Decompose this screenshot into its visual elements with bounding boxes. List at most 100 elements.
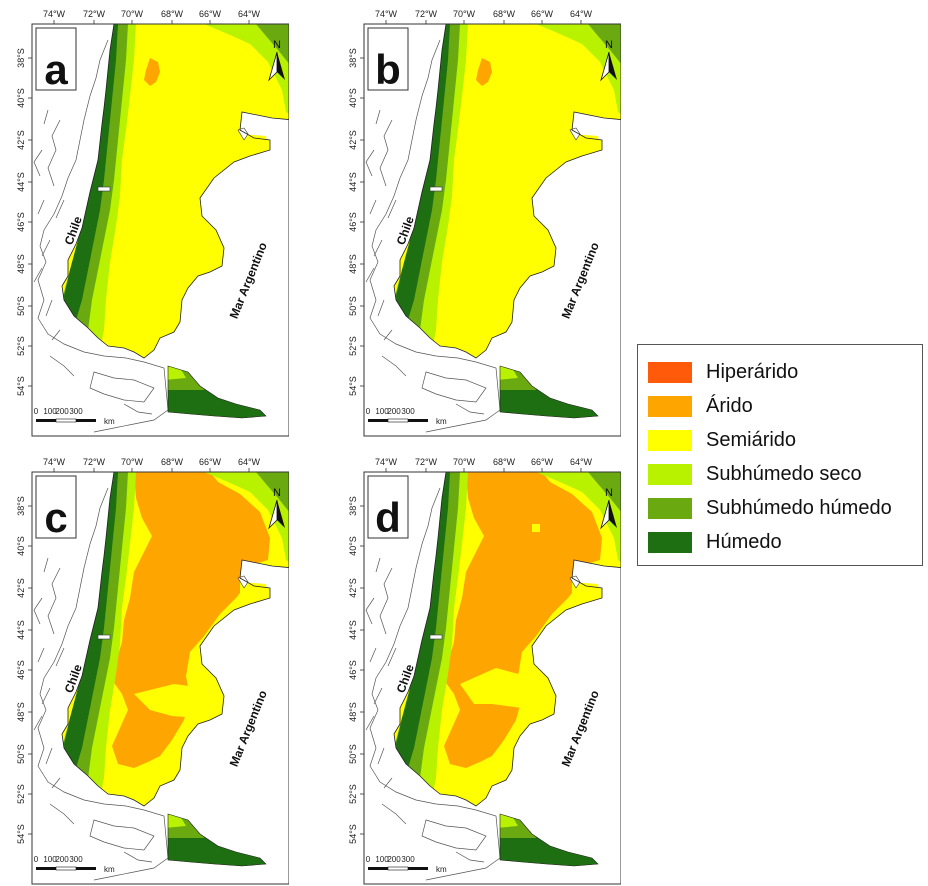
svg-text:N: N — [605, 487, 613, 499]
longitude-label: 70°W — [121, 9, 144, 19]
longitude-label: 70°W — [121, 457, 144, 467]
svg-text:300: 300 — [69, 407, 83, 416]
svg-text:N: N — [605, 39, 613, 51]
latitude-label: 46°S — [16, 660, 26, 680]
longitude-label: 70°W — [453, 457, 476, 467]
map-svg: 74°W 72°W 70°W 68°W 66°W 64°W 38°S 40°S 42°S 44°S… — [16, 9, 289, 437]
latitude-label: 38°S — [16, 48, 26, 68]
north-arrow-icon: N — [600, 487, 617, 530]
map-svg: 74°W 72°W 70°W 68°W 66°W 64°W 38°S 40°S 42°S 44°S… — [16, 457, 289, 885]
north-arrow-icon: N — [600, 39, 617, 82]
map-panel-c: 74°W 72°W 70°W 68°W 66°W 64°W 38°S 40°S 42°S 44°S… — [4, 448, 289, 886]
latitude-label: 42°S — [348, 130, 358, 150]
longitude-label: 66°W — [199, 457, 222, 467]
svg-text:300: 300 — [401, 407, 415, 416]
latitude-label: 48°S — [348, 702, 358, 722]
latitude-label: 42°S — [16, 578, 26, 598]
svg-text:N: N — [273, 39, 281, 51]
svg-text:km: km — [104, 417, 115, 426]
chile-coastline — [33, 39, 169, 433]
legend-swatch — [648, 531, 692, 553]
longitude-label: 68°W — [493, 457, 516, 467]
legend-label: Árido — [706, 394, 753, 417]
svg-text:100: 100 — [43, 407, 57, 416]
map-svg: 74°W 72°W 70°W 68°W 66°W 64°W 38°S 40°S 42°S 44°S… — [348, 9, 621, 437]
legend-swatch — [648, 361, 692, 383]
legend-swatch — [648, 463, 692, 485]
latitude-label: 48°S — [16, 254, 26, 274]
map-svg: 74°W 72°W 70°W 68°W 66°W 64°W 38°S 40°S 42°S 44°S… — [348, 457, 621, 885]
map-panel-a: 74°W 72°W 70°W 68°W 66°W 64°W 38°S 40°S 42°S 44°S… — [4, 0, 289, 438]
svg-text:N: N — [273, 487, 281, 499]
legend-swatch — [648, 395, 692, 417]
svg-text:100: 100 — [375, 855, 389, 864]
svg-text:km: km — [104, 865, 115, 874]
latitude-label: 48°S — [16, 702, 26, 722]
latitude-label: 52°S — [16, 336, 26, 356]
legend-swatch — [648, 429, 692, 451]
panel-letter: b — [375, 46, 401, 93]
chile-coastline — [365, 487, 501, 881]
svg-text:200: 200 — [387, 407, 401, 416]
latitude-label: 52°S — [348, 784, 358, 804]
longitude-label: 64°W — [238, 457, 261, 467]
legend-item: Húmedo — [648, 527, 782, 557]
latitude-label: 52°S — [348, 336, 358, 356]
legend-label: Subhúmedo seco — [706, 462, 862, 485]
latitude-label: 38°S — [348, 48, 358, 68]
panel-letter: c — [44, 494, 67, 541]
longitude-label: 74°W — [43, 457, 66, 467]
latitude-label: 54°S — [16, 824, 26, 844]
longitude-label: 72°W — [415, 9, 438, 19]
legend-label: Hiperárido — [706, 360, 799, 383]
latitude-label: 50°S — [348, 296, 358, 316]
latitude-label: 54°S — [348, 824, 358, 844]
longitude-label: 72°W — [83, 9, 106, 19]
legend-label: Semiárido — [706, 428, 797, 451]
legend-item: Semiárido — [648, 425, 796, 455]
latitude-label: 54°S — [16, 376, 26, 396]
svg-text:100: 100 — [43, 855, 57, 864]
latitude-label: 42°S — [348, 578, 358, 598]
latitude-label: 50°S — [16, 744, 26, 764]
longitude-label: 74°W — [43, 9, 66, 19]
svg-text:200: 200 — [387, 855, 401, 864]
longitude-label: 72°W — [415, 457, 438, 467]
longitude-label: 64°W — [238, 9, 261, 19]
svg-text:300: 300 — [401, 855, 415, 864]
svg-text:0: 0 — [366, 407, 371, 416]
legend-item: Subhúmedo húmedo — [648, 493, 892, 523]
latitude-label: 46°S — [348, 660, 358, 680]
latitude-label: 38°S — [16, 496, 26, 516]
latitude-label: 44°S — [348, 172, 358, 192]
latitude-label: 50°S — [16, 296, 26, 316]
panel-letter: d — [375, 494, 401, 541]
latitude-label: 48°S — [348, 254, 358, 274]
latitude-label: 44°S — [16, 620, 26, 640]
svg-text:0: 0 — [366, 855, 371, 864]
latitude-label: 40°S — [16, 536, 26, 556]
longitude-label: 68°W — [493, 9, 516, 19]
latitude-label: 50°S — [348, 744, 358, 764]
svg-text:100: 100 — [375, 407, 389, 416]
latitude-label: 44°S — [16, 172, 26, 192]
map-panel-b: 74°W 72°W 70°W 68°W 66°W 64°W 38°S 40°S 42°S 44°S… — [336, 0, 621, 438]
longitude-label: 66°W — [531, 9, 554, 19]
latitude-label: 40°S — [16, 88, 26, 108]
longitude-label: 72°W — [83, 457, 106, 467]
longitude-label: 74°W — [375, 457, 398, 467]
longitude-label: 74°W — [375, 9, 398, 19]
north-arrow-icon: N — [268, 487, 285, 530]
latitude-label: 46°S — [348, 212, 358, 232]
chile-coastline — [33, 487, 169, 881]
latitude-label: 54°S — [348, 376, 358, 396]
latitude-label: 40°S — [348, 536, 358, 556]
legend-item: Árido — [648, 391, 753, 421]
legend-swatch — [648, 497, 692, 519]
longitude-label: 66°W — [199, 9, 222, 19]
svg-text:300: 300 — [69, 855, 83, 864]
latitude-label: 42°S — [16, 130, 26, 150]
